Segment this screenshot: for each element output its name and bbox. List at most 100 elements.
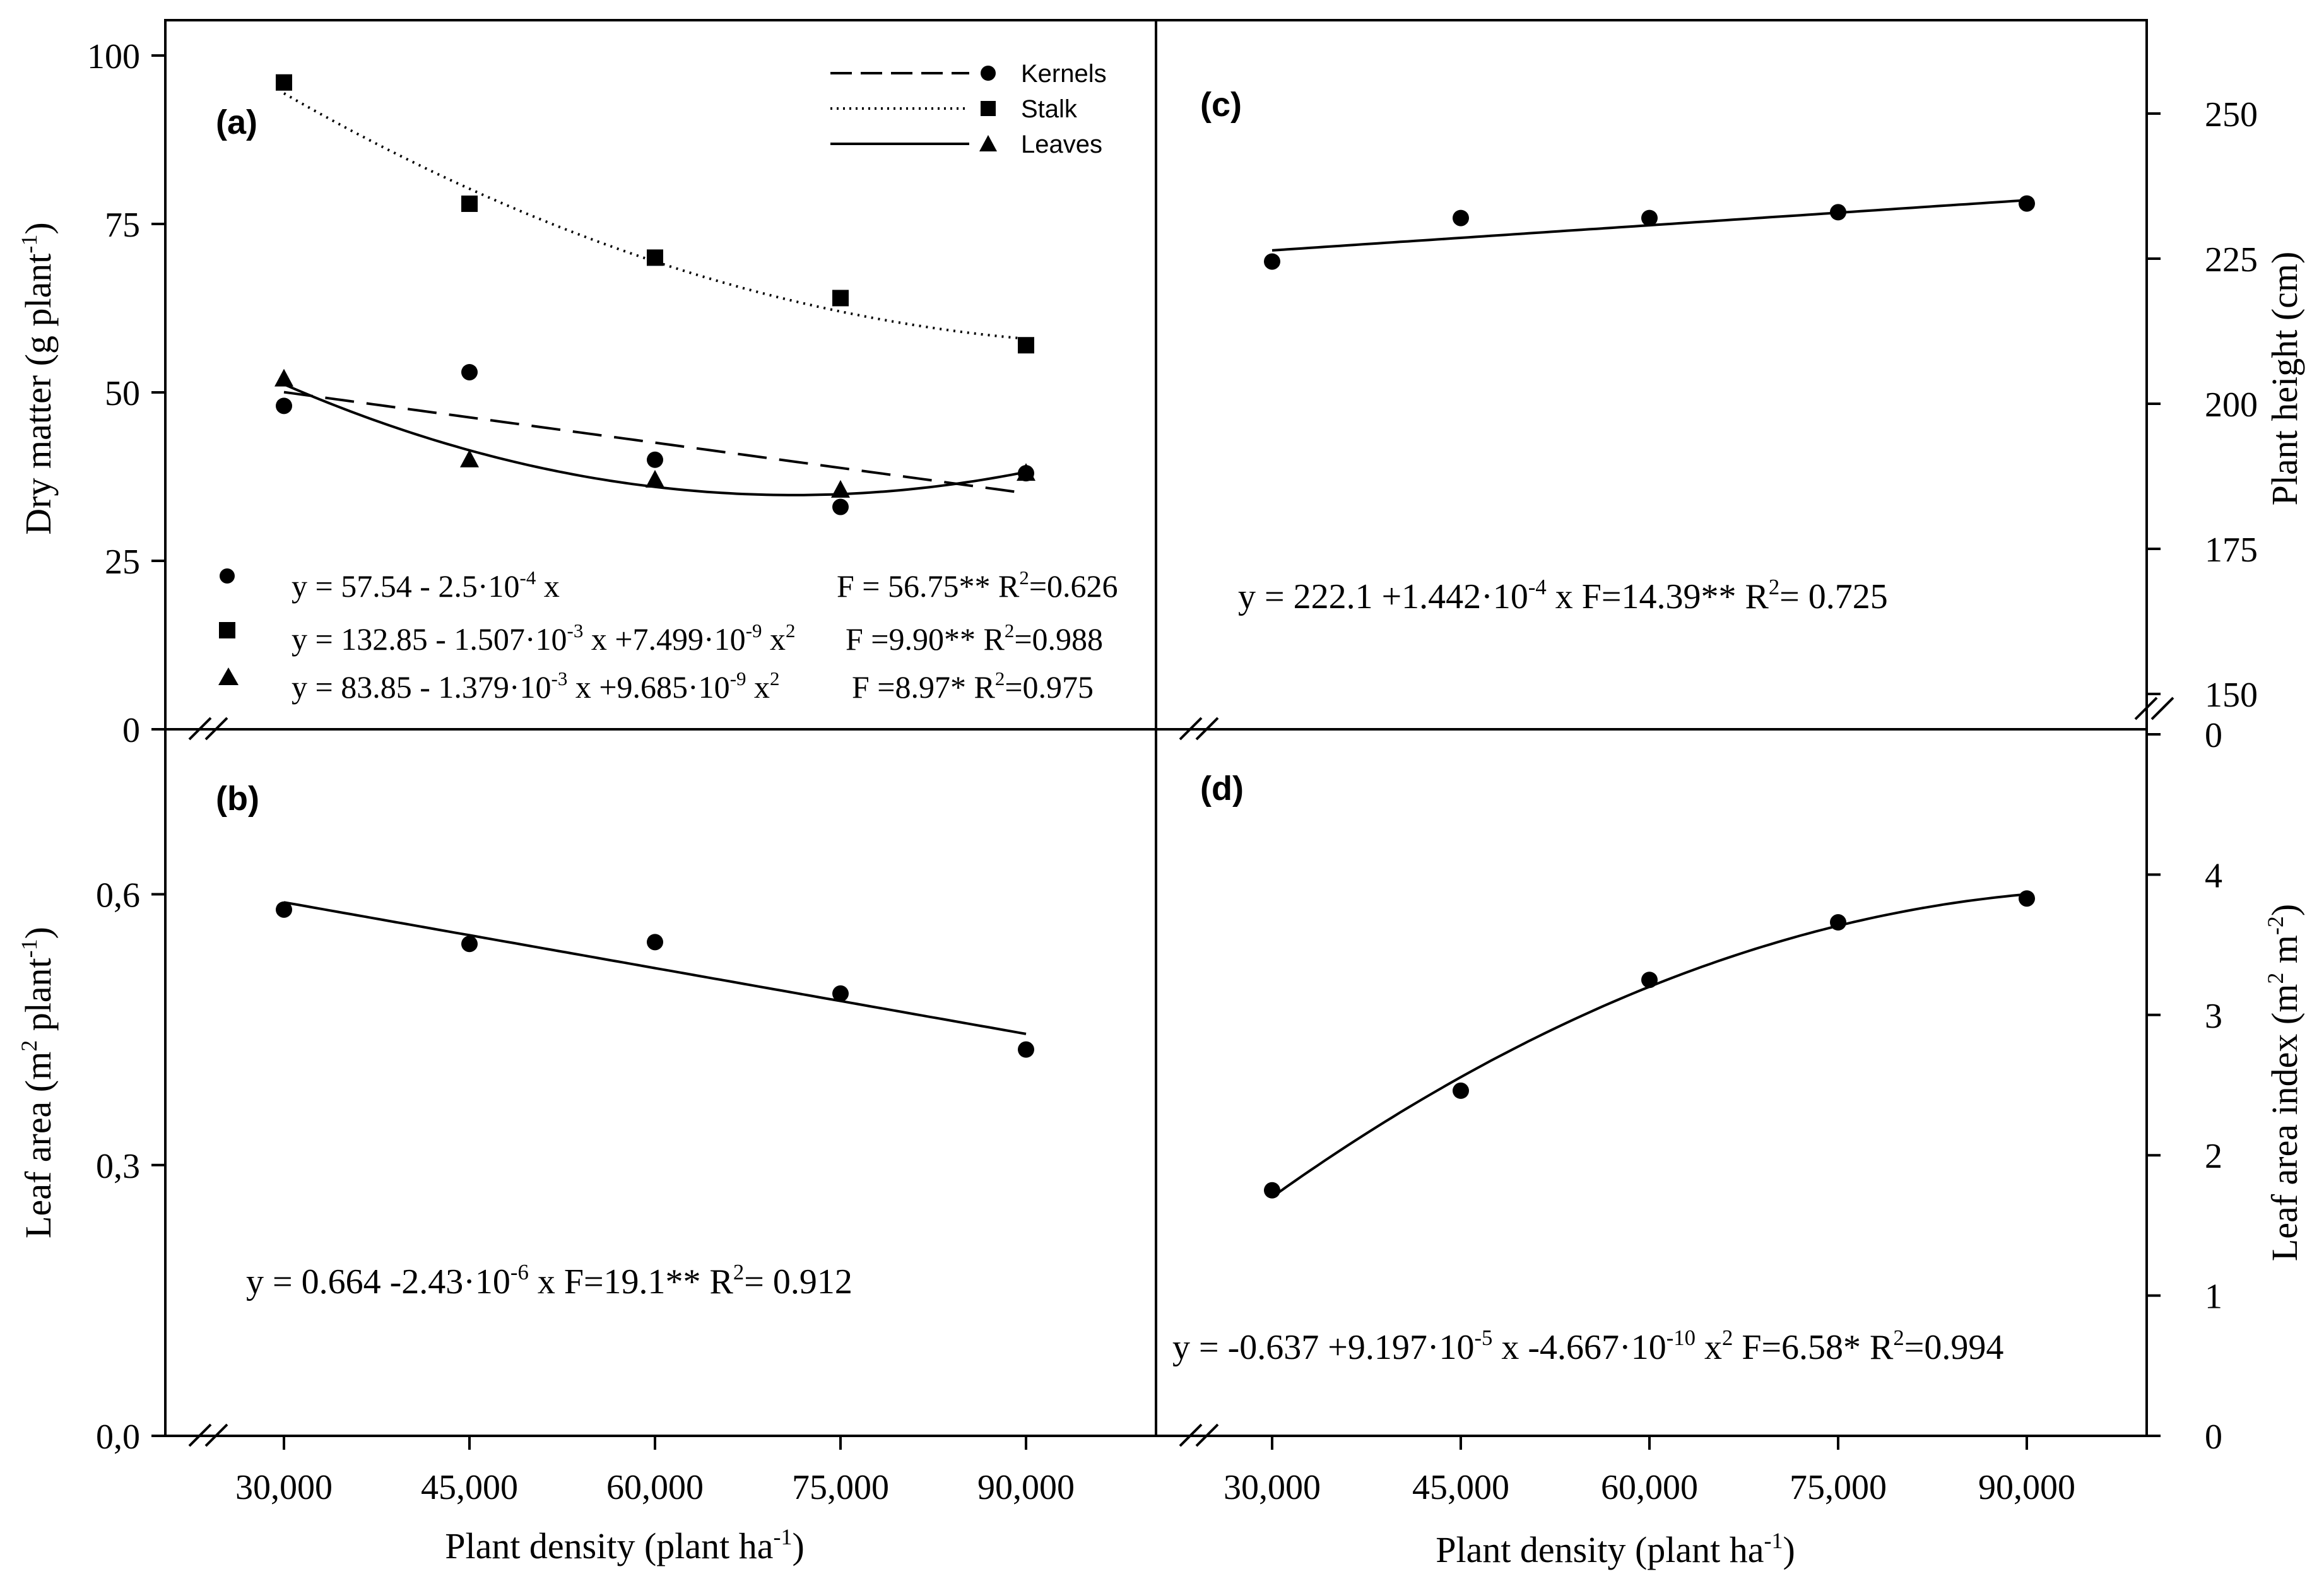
eq-marker-leaves — [218, 667, 239, 685]
axis-break-left-bottom — [188, 1423, 228, 1447]
equation-panel-c: y = 222.1 +1.442·10-4 x F=14.39** R2= 0.… — [1238, 575, 1888, 616]
panel-b-point-leaf-area-0 — [276, 901, 292, 918]
panel-label-a: (a) — [216, 103, 257, 141]
panel-d: 0 1 2 3 4 0 30,000 45,000 60,000 75,000 90,000 — [1224, 716, 2222, 1507]
panel-b-point-leaf-area-4 — [1018, 1041, 1034, 1058]
eq-leaves: y = 83.85 - 1.379·10-3 x +9.685·10-9 x2 — [292, 667, 780, 705]
axis-break-middle-top — [1179, 717, 1219, 741]
axis-break-right-top — [2134, 696, 2174, 720]
panel-c: 150 175 200 225 250 — [1264, 95, 2258, 715]
panel-label-c: (c) — [1200, 86, 1242, 124]
panel-a-fit-stalk — [283, 92, 1027, 340]
panel-d-ytick-label-2: 2 — [2205, 1137, 2222, 1176]
panel-a: 0 25 50 75 100 — [87, 37, 1035, 750]
y-axis-title-a: Dry matter (g plant-1) — [16, 222, 59, 534]
legend-marker-stalk — [981, 101, 996, 116]
panel-d-ytick-label-4: 4 — [2205, 856, 2222, 895]
panel-a-ytick-label-1: 25 — [105, 543, 140, 582]
x-axis-title-right: Plant density (plant ha-1) — [1436, 1528, 1795, 1570]
panel-c-frame — [1155, 19, 2148, 731]
panel-a-point-stalk-1 — [461, 195, 478, 212]
eq-kernels-stats: F = 56.75** R2=0.626 — [837, 567, 1118, 604]
panel-a-point-leaves-4 — [1017, 463, 1035, 481]
equations-panel-a: y = 57.54 - 2.5·10-4 x F = 56.75** R2=0.… — [218, 567, 1118, 705]
legend-label-leaves: Leaves — [1021, 131, 1102, 158]
panel-d-xtick-label-1: 45,000 — [1412, 1468, 1509, 1507]
legend-marker-leaves — [979, 135, 997, 151]
panel-d-frame — [1155, 728, 2148, 1437]
panel-a-point-kernels-0 — [276, 397, 292, 414]
panel-b-xtick-label-1: 45,000 — [421, 1468, 518, 1507]
panel-d-point-leaf-area-index-3 — [1830, 914, 1846, 931]
panel-c-ytick-label-1: 175 — [2205, 531, 2258, 570]
panel-c-ytick-label-4: 250 — [2205, 95, 2258, 134]
panel-c-ytick-label-2: 200 — [2205, 385, 2258, 425]
y-axis-title-b: Leaf area (m2 plant-1) — [16, 927, 59, 1238]
panel-a-point-kernels-2 — [647, 451, 663, 468]
panel-a-point-leaves-2 — [646, 469, 664, 488]
equation-panel-d: y = -0.637 +9.197·10-5 x -4.667·10-10 x2… — [1172, 1325, 2003, 1367]
eq-marker-kernels — [220, 568, 235, 584]
panel-c-point-plant-height-3 — [1830, 204, 1846, 221]
panel-d-point-leaf-area-index-0 — [1264, 1182, 1280, 1199]
equation-panel-b: y = 0.664 -2.43·10-6 x F=19.1** R2= 0.91… — [246, 1260, 852, 1301]
panel-b-frame — [164, 728, 1157, 1437]
panel-b-ytick-label-2: 0,6 — [96, 876, 140, 915]
eq-kernels: y = 57.54 - 2.5·10-4 x — [292, 567, 560, 604]
panel-b-point-leaf-area-2 — [647, 934, 663, 951]
eq-stalk-stats: F =9.90** R2=0.988 — [846, 620, 1103, 657]
panel-label-b: (b) — [216, 780, 259, 818]
panel-d-xtick-label-2: 60,000 — [1601, 1468, 1698, 1507]
panel-c-point-plant-height-0 — [1264, 253, 1280, 270]
panel-d-point-leaf-area-index-1 — [1453, 1082, 1469, 1099]
panel-b-xtick-label-0: 30,000 — [235, 1468, 333, 1507]
panel-a-point-stalk-0 — [276, 74, 292, 91]
legend-label-kernels: Kernels — [1021, 60, 1107, 88]
panel-d-xtick-label-4: 90,000 — [1978, 1468, 2075, 1507]
panel-b-point-leaf-area-1 — [461, 936, 478, 953]
panel-label-d: (d) — [1200, 770, 1244, 808]
panel-a-point-stalk-2 — [647, 249, 663, 266]
panel-d-xtick-label-0: 30,000 — [1224, 1468, 1321, 1507]
panel-b-ytick-label-1: 0,3 — [96, 1147, 140, 1186]
panel-b-ytick-label-0: 0,0 — [96, 1418, 140, 1457]
panel-a-ytick-label-4: 100 — [87, 37, 140, 76]
panel-a-point-leaves-0 — [274, 368, 293, 387]
legend: Kernels Stalk Leaves — [830, 60, 1107, 158]
panel-a-point-leaves-3 — [831, 479, 850, 498]
eq-leaves-stats: F =8.97* R2=0.975 — [852, 667, 1094, 705]
panel-d-fit-leaf-area-index — [1271, 893, 2027, 1199]
panel-c-point-plant-height-4 — [2019, 195, 2035, 212]
panel-b-xtick-label-2: 60,000 — [606, 1468, 704, 1507]
panel-a-point-kernels-1 — [461, 363, 478, 380]
panel-a-point-stalk-4 — [1018, 337, 1034, 354]
panel-d-xtick-label-3: 75,000 — [1790, 1468, 1887, 1507]
y-axis-title-c: Plant height (cm) — [2264, 252, 2305, 506]
eq-marker-stalk — [219, 622, 235, 638]
panel-a-ytick-label-3: 75 — [105, 206, 140, 245]
panel-c-ytick-label-3: 225 — [2205, 240, 2258, 279]
panel-d-ytick-label-1: 1 — [2205, 1278, 2222, 1317]
panel-c-ytick-label-0: 150 — [2205, 676, 2258, 715]
panel-a-ytick-label-0: 0 — [122, 711, 140, 750]
panel-b-fit-leaf-area — [283, 901, 1027, 1035]
panel-a-point-stalk-3 — [832, 290, 849, 307]
legend-marker-kernels — [981, 66, 996, 81]
legend-label-stalk: Stalk — [1021, 95, 1078, 123]
panel-c-point-plant-height-2 — [1641, 209, 1658, 226]
panel-d-ytick-label-0: 0 — [2205, 1418, 2222, 1457]
x-axis-title-left: Plant density (plant ha-1) — [445, 1524, 805, 1566]
panel-d-point-leaf-area-index-2 — [1641, 972, 1658, 989]
panel-b: 0,0 0,3 0,6 30,000 45,000 60,000 75,000 90,000 — [96, 876, 1075, 1507]
panel-d-point-leaf-area-index-4 — [2019, 890, 2035, 907]
panel-a-ytick-label-2: 50 — [105, 374, 140, 413]
axis-break-left-top — [188, 717, 228, 741]
panel-d-ytick-label-5: 0 — [2205, 716, 2222, 755]
axis-break-middle-bottom — [1179, 1423, 1219, 1447]
panel-a-point-leaves-1 — [460, 449, 479, 467]
eq-stalk: y = 132.85 - 1.507·10-3 x +7.499·10-9 x2 — [292, 620, 796, 657]
panel-d-ytick-label-3: 3 — [2205, 997, 2222, 1036]
panel-b-point-leaf-area-3 — [832, 985, 849, 1002]
panel-b-xtick-label-4: 90,000 — [977, 1468, 1075, 1507]
